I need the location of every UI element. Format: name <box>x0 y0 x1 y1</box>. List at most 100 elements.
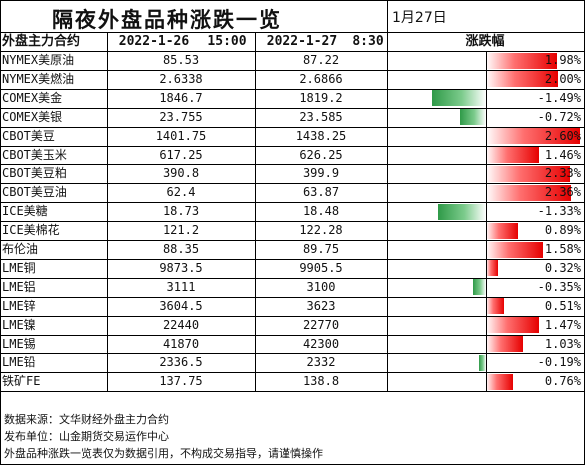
grid-hline <box>0 335 585 336</box>
row-prev-price: 137.75 <box>159 374 203 389</box>
grid-hline <box>0 51 585 52</box>
row-name: CBOT美豆 <box>2 128 55 143</box>
footer-disclaimer: 外盘品种涨跌一览表仅为数据引用，不构成交易指导，请谨慎操作 <box>4 447 323 460</box>
row-name: COMEX美金 <box>2 90 63 105</box>
grid-hline <box>0 183 585 184</box>
row-prev-price: 1846.7 <box>159 90 203 105</box>
footer-source: 数据来源：文华财经外盘主力合约 <box>4 413 169 426</box>
row-change-pct: 0.32% <box>544 260 581 275</box>
row-change-pct: 1.03% <box>544 336 581 351</box>
row-change-pct: -0.72% <box>537 109 581 124</box>
grid-hline <box>0 259 585 260</box>
change-bar <box>486 184 571 201</box>
grid-hline <box>0 297 585 298</box>
row-change-pct: -0.19% <box>537 355 581 370</box>
grid-hline <box>0 146 585 147</box>
row-curr-price: 122.28 <box>299 223 343 238</box>
change-bar <box>486 241 543 258</box>
row-curr-price: 9905.5 <box>299 260 343 275</box>
row-prev-price: 3604.5 <box>159 298 203 313</box>
row-name: CBOT美玉米 <box>2 147 67 162</box>
row-change-pct: 2.00% <box>544 71 581 86</box>
row-change-pct: 1.47% <box>544 317 581 332</box>
change-bar <box>473 279 486 296</box>
row-change-pct: 2.33% <box>544 166 581 181</box>
row-prev-price: 121.2 <box>162 223 200 238</box>
row-prev-price: 3111 <box>166 279 196 294</box>
grid-hline <box>0 89 585 90</box>
row-name: ICE美糖 <box>2 204 48 219</box>
row-curr-price: 1438.25 <box>295 128 347 143</box>
row-curr-price: 626.25 <box>299 147 343 162</box>
change-bar <box>460 109 486 126</box>
grid-hline <box>0 32 585 33</box>
grid-hline <box>0 278 585 279</box>
grid-hline <box>0 372 585 373</box>
row-change-pct: 0.51% <box>544 298 581 313</box>
header-time2: 8:30 <box>352 34 384 49</box>
row-name: LME铜 <box>2 260 36 275</box>
change-bar <box>486 317 539 334</box>
row-prev-price: 22440 <box>162 317 200 332</box>
change-bar <box>438 203 486 220</box>
change-bar <box>486 52 558 69</box>
grid-hline <box>0 221 585 222</box>
row-change-pct: 1.46% <box>544 147 581 162</box>
change-bar <box>486 298 505 315</box>
grid-hline <box>0 391 585 392</box>
row-prev-price: 85.53 <box>162 53 200 67</box>
header-name: 外盘主力合约 <box>2 34 81 49</box>
row-curr-price: 2.6866 <box>299 71 343 86</box>
row-prev-price: 2336.5 <box>159 355 203 370</box>
grid-hline <box>0 70 585 71</box>
change-bar <box>432 90 486 107</box>
row-name: LME铝 <box>2 279 36 294</box>
row-name: LME铅 <box>2 355 36 370</box>
row-curr-price: 23.585 <box>299 109 343 124</box>
row-change-pct: 2.60% <box>544 128 581 143</box>
grid-hline <box>0 127 585 128</box>
change-bar <box>486 71 558 88</box>
grid-hline <box>0 164 585 165</box>
grid-vline <box>0 0 1 465</box>
row-change-pct: -1.49% <box>537 90 581 105</box>
change-bar <box>486 336 524 352</box>
row-curr-price: 399.9 <box>302 166 340 181</box>
row-curr-price: 18.48 <box>302 204 340 219</box>
row-curr-price: 3623 <box>306 298 336 313</box>
header-date1: 2022-1-26 <box>118 34 190 49</box>
header-change: 涨跌幅 <box>465 34 505 49</box>
row-change-pct: -1.33% <box>537 204 581 219</box>
row-change-pct: 0.89% <box>544 223 581 238</box>
row-prev-price: 617.25 <box>159 147 203 162</box>
row-prev-price: 41870 <box>162 336 200 351</box>
row-curr-price: 63.87 <box>302 185 340 200</box>
row-curr-price: 87.22 <box>302 53 340 67</box>
change-bar <box>486 373 514 390</box>
grid-hline <box>0 0 585 1</box>
change-bar <box>486 165 570 182</box>
change-bar <box>486 128 580 145</box>
row-change-pct: 1.98% <box>544 53 581 67</box>
row-change-pct: 0.76% <box>544 374 581 389</box>
row-name: LME锌 <box>2 298 36 313</box>
row-name: LME镍 <box>2 317 36 332</box>
row-name: NYMEX美燃油 <box>2 71 75 86</box>
row-curr-price: 1819.2 <box>299 90 343 105</box>
row-curr-price: 2332 <box>306 355 336 370</box>
grid-hline <box>0 240 585 241</box>
grid-vline <box>387 32 388 391</box>
change-bar <box>479 354 486 371</box>
row-name: CBOT美豆油 <box>2 185 67 200</box>
grid-vline <box>486 51 487 391</box>
grid-hline <box>0 316 585 317</box>
grid-vline <box>255 32 256 391</box>
row-change-pct: -0.35% <box>537 279 581 294</box>
row-name: 布伦油 <box>2 242 39 256</box>
row-prev-price: 23.755 <box>159 109 203 124</box>
header-time1: 15:00 <box>207 34 247 49</box>
grid-vline <box>387 0 388 32</box>
page-title: 隔夜外盘品种涨跌一览 <box>52 8 282 32</box>
row-curr-price: 42300 <box>302 336 340 351</box>
row-curr-price: 3100 <box>306 279 336 294</box>
